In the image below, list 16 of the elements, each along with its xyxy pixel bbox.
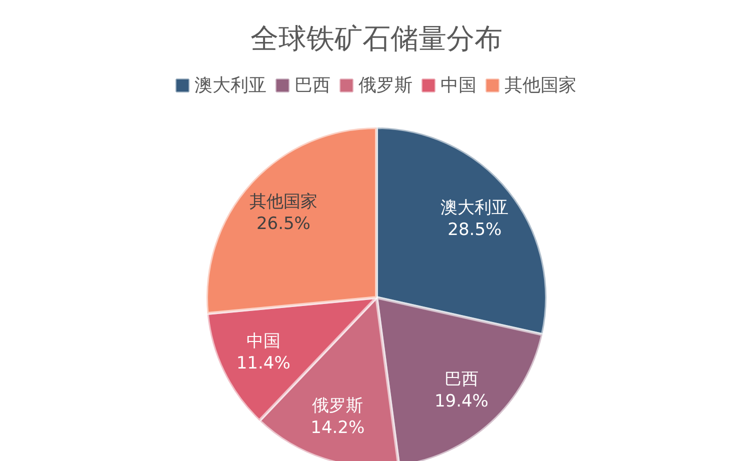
slice-label: 中国: [246, 331, 280, 352]
data-label: 19.4%: [434, 391, 488, 412]
data-label: 11.4%: [236, 353, 290, 374]
data-label: 14.2%: [310, 418, 365, 438]
legend-label: 中国: [440, 75, 476, 96]
legend-label: 其他国家: [504, 75, 576, 96]
chart-title: 全球铁矿石储量分布: [250, 22, 502, 55]
data-label: 26.5%: [256, 214, 310, 234]
legend-label: 巴西: [294, 75, 330, 96]
slice-label: 其他国家: [249, 192, 318, 212]
legend-label: 俄罗斯: [358, 75, 412, 96]
slice-label: 巴西: [444, 369, 478, 390]
data-label: 28.5%: [448, 220, 502, 240]
legend-label: 澳大利亚: [194, 75, 266, 96]
slice-label: 澳大利亚: [440, 198, 509, 218]
slice-label: 俄罗斯: [312, 396, 364, 416]
